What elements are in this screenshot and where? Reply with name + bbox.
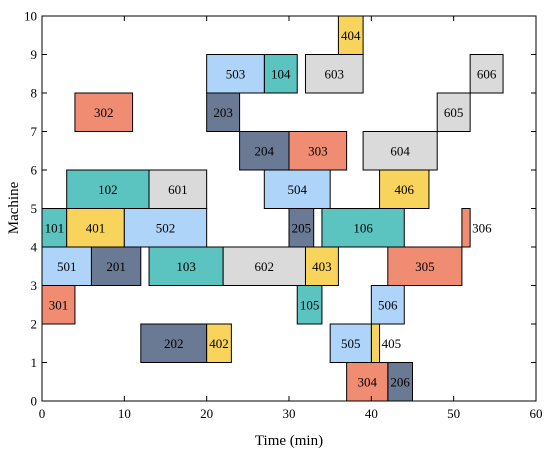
operation-bar-502 <box>123 208 208 248</box>
operation-label-104: 104 <box>271 66 291 81</box>
operation-bar-501 <box>41 246 92 286</box>
operation-label-601: 601 <box>168 182 188 197</box>
operation-label-202: 202 <box>164 336 184 351</box>
operation-label-201: 201 <box>106 259 126 274</box>
operation-label-206: 206 <box>390 374 410 389</box>
operation-bar-201 <box>90 246 142 286</box>
operation-label-304: 304 <box>357 374 377 389</box>
y-tick-label: 7 <box>31 124 38 139</box>
operation-label-203: 203 <box>213 105 233 120</box>
operation-label-305: 305 <box>415 259 435 274</box>
operation-label-604: 604 <box>390 143 410 158</box>
operation-bar-401 <box>66 208 125 248</box>
operation-label-205: 205 <box>292 220 312 235</box>
operation-bar-405 <box>370 323 381 363</box>
operation-bar-601 <box>148 169 208 209</box>
operation-label-302: 302 <box>94 105 114 120</box>
operation-bar-305 <box>387 246 463 286</box>
operation-bar-403 <box>304 246 339 286</box>
operation-label-106: 106 <box>353 220 373 235</box>
operation-bar-204 <box>239 131 290 171</box>
operation-label-406: 406 <box>395 182 415 197</box>
operation-label-404: 404 <box>341 28 361 43</box>
operation-bar-104 <box>263 54 298 94</box>
operation-label-405: 405 <box>382 336 402 351</box>
operation-bar-402 <box>206 323 232 363</box>
operation-label-503: 503 <box>226 66 246 81</box>
operation-label-306: 306 <box>472 220 492 235</box>
operation-bar-306 <box>461 208 471 248</box>
operation-bar-504 <box>263 169 331 209</box>
x-tick-label: 30 <box>283 406 296 421</box>
y-tick-label: 5 <box>31 201 38 216</box>
y-tick-label: 1 <box>31 355 38 370</box>
operation-label-102: 102 <box>98 182 118 197</box>
x-tick-label: 10 <box>118 406 131 421</box>
x-tick-label: 60 <box>530 406 543 421</box>
operation-bar-301 <box>41 285 76 325</box>
y-axis: 0 1 2 3 4 5 6 7 8 9 10 <box>24 9 536 409</box>
operation-labels: 101 102 103 104 105 106 201 202 203 204 205 206 301 3… <box>45 28 497 390</box>
operation-bar-102 <box>66 169 150 209</box>
operation-label-605: 605 <box>444 105 464 120</box>
operation-label-402: 402 <box>209 336 229 351</box>
y-tick-label: 0 <box>31 394 38 409</box>
operation-bar-603 <box>304 54 364 94</box>
operation-label-502: 502 <box>156 220 176 235</box>
operation-label-301: 301 <box>49 297 69 312</box>
y-tick-label: 10 <box>24 9 37 24</box>
y-tick-label: 3 <box>31 278 38 293</box>
x-tick-label: 40 <box>365 406 378 421</box>
operation-bar-105 <box>296 285 323 325</box>
operation-bars <box>41 15 504 402</box>
operation-bar-302 <box>74 92 134 132</box>
operation-bar-506 <box>370 285 405 325</box>
operation-bar-606 <box>469 54 504 94</box>
operation-bar-304 <box>346 362 389 402</box>
operation-label-602: 602 <box>255 259 275 274</box>
x-tick-label: 20 <box>200 406 213 421</box>
operation-label-506: 506 <box>378 297 398 312</box>
operation-bar-202 <box>140 323 208 363</box>
operation-bar-205 <box>288 208 315 248</box>
y-tick-label: 2 <box>31 317 38 332</box>
operation-bar-604 <box>362 131 438 171</box>
x-tick-label: 0 <box>39 406 46 421</box>
y-tick-label: 9 <box>31 47 38 62</box>
operation-bar-206 <box>387 362 413 402</box>
operation-bar-503 <box>206 54 265 94</box>
y-axis-title: Machine <box>6 181 22 234</box>
x-axis-title: Time (min) <box>255 433 323 449</box>
y-tick-label: 4 <box>31 240 38 255</box>
operation-bar-106 <box>321 208 405 248</box>
operation-bar-602 <box>222 246 306 286</box>
operation-label-401: 401 <box>86 220 106 235</box>
operation-label-303: 303 <box>308 143 328 158</box>
operation-label-505: 505 <box>341 336 361 351</box>
operation-label-603: 603 <box>325 66 345 81</box>
operation-label-204: 204 <box>255 143 275 158</box>
operation-bar-203 <box>206 92 241 132</box>
operation-label-101: 101 <box>45 220 65 235</box>
operation-bar-605 <box>436 92 471 132</box>
y-tick-label: 6 <box>31 163 38 178</box>
operation-bar-505 <box>329 323 372 363</box>
x-tick-label: 50 <box>447 406 460 421</box>
x-axis: 0 10 20 30 40 50 60 <box>39 16 543 421</box>
operation-label-606: 606 <box>477 66 497 81</box>
operation-label-103: 103 <box>176 259 196 274</box>
y-tick-label: 8 <box>31 86 38 101</box>
operation-label-105: 105 <box>300 297 320 312</box>
operation-label-504: 504 <box>287 182 307 197</box>
operation-label-501: 501 <box>57 259 77 274</box>
operation-label-403: 403 <box>312 259 332 274</box>
